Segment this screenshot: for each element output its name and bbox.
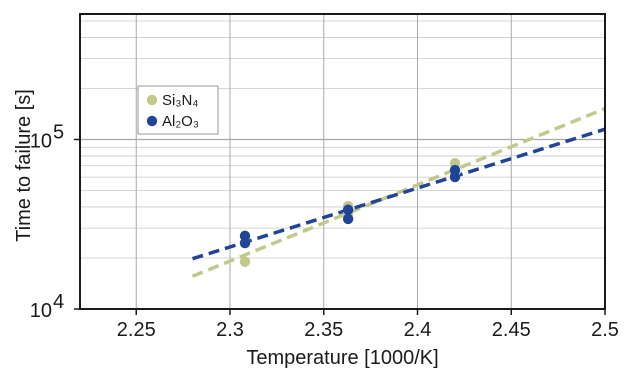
legend-marker	[146, 94, 158, 106]
x-tick-label: 2.25	[117, 319, 156, 341]
legend-label: Si₃N₄	[162, 92, 198, 109]
data-points	[239, 157, 461, 267]
fit-line-series-0	[191, 107, 606, 278]
x-tick-label: 2.4	[404, 319, 432, 341]
x-tick-label: 2.5	[591, 319, 619, 341]
fit-lines	[191, 107, 606, 278]
data-point-series-0	[239, 256, 251, 267]
legend-label: Al₂O₃	[162, 113, 199, 130]
x-tick-label: 2.3	[216, 319, 244, 341]
x-axis-ticks: 2.25 2.3 2.35 2.4 2.45 2.5	[117, 309, 619, 341]
x-axis-title: Temperature [1000/K]	[246, 347, 438, 369]
y-tick-exponent: 4	[53, 291, 64, 313]
grid-minor	[80, 20, 605, 259]
data-point-series-1	[342, 213, 354, 225]
y-tick-label: 10	[30, 300, 52, 322]
fit-line-series-1	[191, 127, 606, 261]
y-axis-title: Time to failure [s]	[13, 89, 35, 242]
x-tick-label: 2.35	[304, 319, 343, 341]
y-tick-label: 10	[30, 130, 52, 152]
legend: Si₃N₄ Al₂O₃	[137, 85, 219, 135]
plot-frame	[79, 13, 606, 310]
y-tick-exponent: 5	[53, 121, 64, 143]
data-point-series-1	[342, 204, 354, 215]
legend-marker	[146, 115, 158, 127]
x-tick-label: 2.45	[492, 319, 531, 341]
data-point-series-1	[239, 237, 251, 249]
data-point-series-1	[449, 164, 461, 176]
data-point-series-1	[239, 230, 251, 242]
